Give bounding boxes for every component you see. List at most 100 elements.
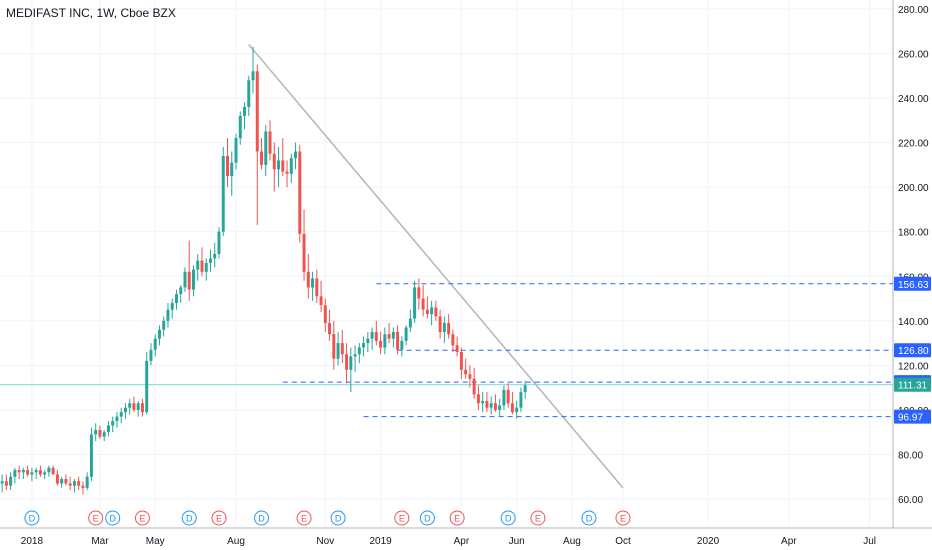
candle-body [136, 403, 140, 410]
candle-body [349, 356, 353, 370]
dividend-marker-label: D [29, 514, 36, 524]
candle-body [506, 389, 510, 404]
candle-body [226, 155, 229, 176]
x-tick-label: Apr [454, 536, 470, 547]
candle-body [332, 334, 336, 359]
candle-body [238, 115, 242, 139]
candle-body [383, 334, 387, 348]
candle-body [268, 131, 272, 154]
candle-body [438, 316, 442, 332]
candle-body [472, 378, 476, 395]
x-tick-label: May [146, 536, 165, 547]
candle-body [493, 403, 497, 410]
candle-body [357, 347, 361, 355]
candle-body [209, 258, 212, 263]
candle-body [319, 296, 323, 306]
dividend-marker-label: D [258, 514, 265, 524]
candle-body [515, 407, 519, 413]
candle-body [255, 71, 259, 152]
candle-body [106, 425, 110, 433]
candle-body [404, 327, 408, 341]
candle-body [362, 343, 366, 348]
y-tick-label: 140.00 [898, 317, 929, 328]
candle-body [85, 476, 89, 488]
candle-body [425, 309, 429, 315]
earnings-marker [449, 510, 465, 526]
candle-body [166, 309, 170, 321]
level-price-tag-bg [894, 276, 931, 291]
candle-body [498, 405, 502, 410]
candle-body [374, 331, 378, 341]
candle-body [434, 307, 438, 317]
candle-body [0, 481, 4, 484]
candle-body [340, 343, 344, 355]
candle-body [200, 260, 204, 272]
dividend-marker [254, 510, 270, 526]
candle-body [459, 352, 463, 370]
candle-body [149, 349, 153, 361]
candle-body [464, 369, 468, 375]
candle-body [523, 385, 527, 393]
candle-body [379, 340, 383, 348]
y-tick-label: 280.00 [898, 5, 929, 16]
candle-body [370, 331, 374, 339]
dividend-marker [500, 510, 516, 526]
candle-body [298, 151, 302, 234]
y-tick-label: 80.00 [898, 450, 923, 461]
dividend-marker [419, 510, 435, 526]
candle-body [98, 429, 102, 437]
earnings-marker [134, 510, 150, 526]
candle-body [102, 432, 106, 437]
earnings-marker [530, 510, 546, 526]
y-tick-label: 120.00 [898, 361, 929, 372]
candle-body [251, 71, 255, 81]
x-tick-label: Nov [316, 536, 334, 547]
candle-body [336, 343, 340, 359]
level-price-tag: 156.63 [898, 280, 929, 291]
earnings-marker [211, 510, 227, 526]
candle-body [366, 338, 370, 344]
earnings-marker [296, 510, 312, 526]
dividend-marker-label: D [505, 514, 512, 524]
earnings-marker [88, 510, 104, 526]
candle-body [34, 470, 38, 473]
dividend-marker-label: D [424, 514, 431, 524]
candle-body [468, 374, 472, 379]
candle-body [260, 151, 264, 165]
candle-body [315, 278, 319, 297]
candle-body [430, 307, 434, 315]
candle-body [476, 394, 480, 404]
candle-body [162, 320, 166, 330]
candle-body [489, 403, 493, 408]
candle-body [328, 323, 332, 335]
y-tick-label: 200.00 [898, 183, 929, 194]
candle-body [281, 160, 285, 172]
x-tick-label: Mar [91, 536, 109, 547]
x-tick-label: Jul [863, 536, 876, 547]
y-tick-label: 180.00 [898, 228, 929, 239]
level-price-tag-bg [894, 409, 931, 424]
x-tick-label: 2019 [369, 536, 392, 547]
earnings-marker [615, 510, 631, 526]
candle-body [217, 231, 221, 254]
dividend-marker [581, 510, 597, 526]
candle-body [345, 354, 349, 370]
candle-body [353, 354, 357, 357]
x-tick-label: Oct [615, 536, 631, 547]
dividend-marker-label: D [186, 514, 193, 524]
candle-body [196, 260, 200, 270]
candle-body [311, 278, 315, 288]
candle-body [502, 389, 506, 406]
earnings-marker-label: E [454, 514, 460, 524]
candle-body [174, 294, 178, 303]
x-tick-label: Jun [509, 536, 525, 547]
earnings-marker-label: E [216, 514, 222, 524]
candle-body [183, 271, 187, 288]
candle-body [396, 331, 400, 350]
candle-body [481, 401, 485, 404]
candle-body [391, 331, 395, 339]
candle-body [60, 478, 64, 484]
candle-body [51, 467, 55, 475]
candle-body [323, 305, 327, 324]
